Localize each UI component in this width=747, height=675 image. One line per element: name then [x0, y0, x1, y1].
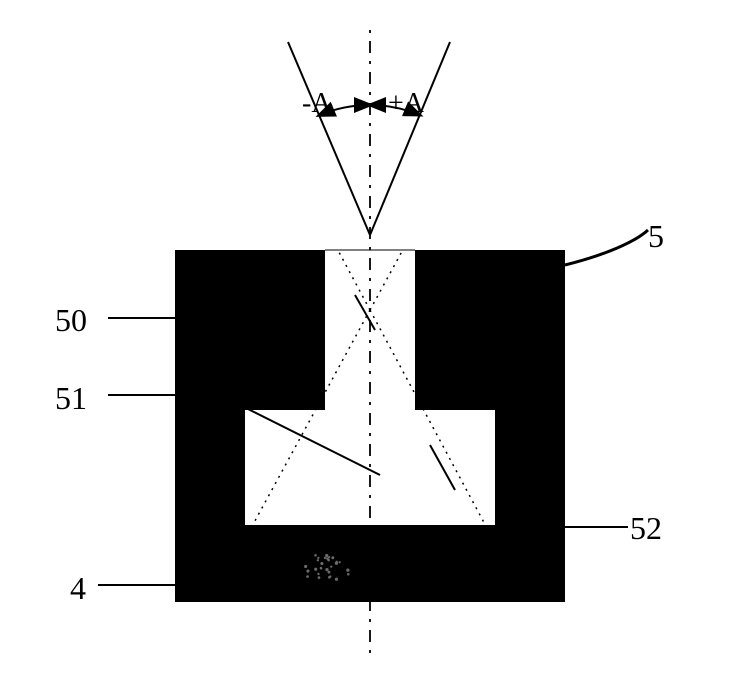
- texture-dot: [328, 556, 330, 558]
- texture-dot: [331, 556, 334, 559]
- texture-dot: [314, 568, 317, 571]
- texture-dot: [306, 575, 309, 578]
- callout-52: 52: [630, 510, 662, 547]
- texture-dot: [317, 557, 319, 559]
- angle-ray-left: [288, 42, 370, 235]
- texture-dot: [320, 567, 323, 570]
- dotted-right-up: [338, 250, 370, 310]
- texture-dot: [329, 575, 331, 577]
- texture-dot: [328, 571, 331, 574]
- diagram-root: -A +A 50 51 4 5 52: [0, 0, 747, 675]
- angle-label-right: +A: [388, 88, 424, 120]
- callout-4: 4: [70, 570, 86, 607]
- pointer-51: [430, 445, 455, 490]
- texture-dot: [320, 562, 323, 565]
- pointer-50: [355, 295, 375, 330]
- texture-dot: [317, 573, 319, 575]
- callout-50: 50: [55, 302, 87, 339]
- texture-dot: [346, 568, 349, 571]
- angle-ray-right: [370, 42, 450, 235]
- texture-dot: [304, 565, 307, 568]
- texture-dot: [325, 554, 328, 557]
- callout-51: 51: [55, 380, 87, 417]
- callout-5: 5: [648, 218, 664, 255]
- texture-dot: [338, 561, 340, 563]
- angle-label-left: -A: [302, 88, 332, 120]
- texture-dot: [347, 573, 350, 576]
- texture-dot: [306, 570, 309, 573]
- texture-dot: [335, 578, 338, 581]
- dotted-left-up: [370, 250, 403, 310]
- texture-dot: [325, 568, 328, 571]
- leader-5-curve: [565, 230, 648, 265]
- texture-dot: [324, 557, 326, 559]
- block-shape: [175, 250, 565, 602]
- diagram-svg: [0, 0, 747, 675]
- texture-dot: [318, 576, 321, 579]
- texture-dot: [335, 562, 338, 565]
- texture-dot: [330, 565, 332, 567]
- texture-dot: [314, 554, 317, 557]
- texture-dot: [317, 559, 319, 561]
